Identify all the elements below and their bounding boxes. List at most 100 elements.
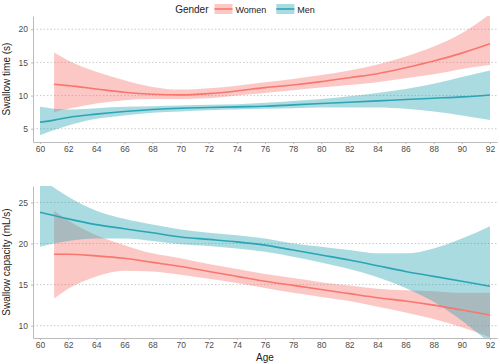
tick: 20: [19, 24, 33, 34]
confidence-band: [40, 70, 490, 135]
tick-label: 25: [19, 198, 29, 208]
tick-label: 62: [64, 340, 74, 350]
tick-label: 78: [289, 340, 299, 350]
panel: 5 10 15 20 60 62 64 66 68 70 72 74 76 78 80 82 84 86 88 90 9…: [1, 14, 498, 154]
tick: 90: [458, 142, 468, 154]
y-axis: 5 10 15 20: [19, 17, 34, 143]
tick-label: 72: [205, 340, 215, 350]
tick: 76: [261, 142, 271, 154]
tick-label: 86: [401, 144, 411, 154]
tick-label: 90: [458, 144, 468, 154]
x-axis-title: Age: [256, 352, 274, 363]
tick: 74: [233, 142, 243, 154]
tick-label: 86: [401, 340, 411, 350]
tick-label: 64: [92, 144, 102, 154]
tick-label: 76: [261, 340, 271, 350]
tick: 70: [176, 338, 186, 350]
legend-swatch: [276, 4, 294, 14]
tick-label: 78: [289, 144, 299, 154]
tick: 76: [261, 338, 271, 350]
tick: 68: [148, 142, 158, 154]
tick-label: 80: [317, 340, 327, 350]
tick: 64: [92, 142, 102, 154]
tick-label: 74: [233, 340, 243, 350]
x-axis: 60 62 64 66 68 70 72 74 76 78 80 82 84 86 88 90 92: [34, 142, 498, 154]
tick: 86: [401, 142, 411, 154]
tick-label: 15: [19, 58, 29, 68]
axis-line: [34, 142, 498, 143]
legend-title: Gender: [175, 4, 209, 15]
y-axis-title: Swallow time (s): [1, 43, 12, 116]
tick: 88: [429, 142, 439, 154]
tick-label: 5: [23, 124, 28, 134]
plot-area: [40, 16, 490, 135]
tick: 80: [317, 142, 327, 154]
tick-label: 20: [19, 239, 29, 249]
tick-label: 84: [373, 340, 383, 350]
axis-line: [33, 187, 34, 339]
y-axis: 10 15 20 25: [19, 187, 34, 339]
grid-line: [33, 128, 497, 129]
tick-label: 10: [19, 91, 29, 101]
tick: 20: [19, 239, 33, 249]
tick: 84: [373, 338, 383, 350]
tick: 62: [64, 338, 74, 350]
legend-item: Men: [276, 4, 315, 15]
tick-mark: [31, 285, 33, 286]
tick: 72: [205, 338, 215, 350]
tick-label: 76: [261, 144, 271, 154]
line: [54, 254, 490, 315]
grid-line: [33, 29, 497, 30]
legend-swatch: [214, 4, 232, 14]
tick-label: 66: [120, 340, 130, 350]
tick: 60: [36, 338, 46, 350]
tick: 72: [205, 142, 215, 154]
tick: 68: [148, 338, 158, 350]
tick-mark: [31, 96, 33, 97]
tick-label: 60: [36, 340, 46, 350]
tick: 10: [19, 321, 33, 331]
tick: 86: [401, 338, 411, 350]
tick-label: 68: [148, 340, 158, 350]
grid-line: [33, 202, 497, 203]
tick-label: 66: [120, 144, 130, 154]
line: [40, 95, 490, 122]
tick-label: 62: [64, 144, 74, 154]
y-axis-title: Swallow capacity (mL/s): [1, 208, 12, 315]
tick: 25: [19, 198, 33, 208]
tick: 10: [19, 91, 33, 101]
tick: 84: [373, 142, 383, 154]
tick-label: 20: [19, 24, 29, 34]
tick-mark: [31, 62, 33, 63]
tick-label: 92: [486, 144, 496, 154]
tick-label: 90: [458, 340, 468, 350]
tick-label: 74: [233, 144, 243, 154]
panel: 1015202560626466687072747678808284868890…: [1, 179, 498, 363]
tick-label: 72: [205, 144, 215, 154]
tick: 92: [486, 142, 496, 154]
tick: 70: [176, 142, 186, 154]
legend-swatch-line: [276, 8, 294, 10]
tick: 90: [458, 338, 468, 350]
legend: Gender Women Men: [175, 4, 315, 15]
tick-label: 15: [19, 280, 29, 290]
x-axis: 6062646668707274767880828486889092: [34, 338, 498, 350]
legend-label: Men: [297, 5, 315, 15]
tick: 66: [120, 142, 130, 154]
tick: 64: [92, 338, 102, 350]
tick: 62: [64, 142, 74, 154]
tick-label: 70: [176, 144, 186, 154]
line: [54, 44, 490, 95]
tick-label: 60: [36, 144, 46, 154]
tick: 74: [233, 338, 243, 350]
line: [40, 212, 490, 286]
tick: 78: [289, 142, 299, 154]
tick-label: 82: [345, 144, 355, 154]
tick-label: 88: [429, 144, 439, 154]
tick-label: 80: [317, 144, 327, 154]
plot-area: [40, 186, 490, 338]
legend-item: Women: [214, 4, 266, 15]
tick: 15: [19, 58, 33, 68]
tick-label: 68: [148, 144, 158, 154]
tick-label: 92: [486, 340, 496, 350]
